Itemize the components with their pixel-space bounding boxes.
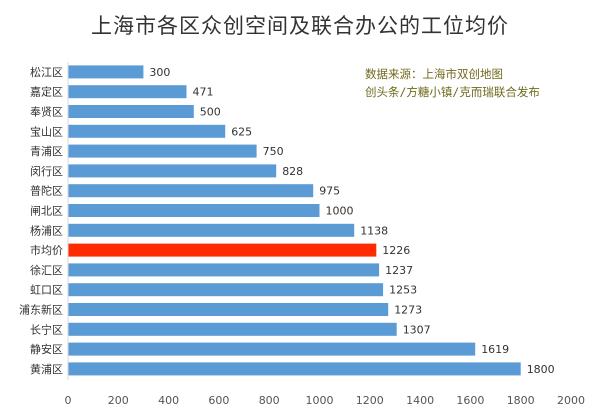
value-label: 750 [263,145,284,158]
category-label: 奉贤区 [30,105,63,119]
category-label: 宝山区 [30,124,63,138]
value-label: 1800 [527,363,555,376]
bar [68,184,314,198]
bar [68,105,194,118]
category-label: 嘉定区 [30,85,63,99]
bar [68,342,476,356]
category-label: 青浦区 [30,145,63,158]
x-tick-label: 1000 [306,394,334,407]
bar [68,164,277,178]
bar-average [68,243,377,257]
category-label: 静安区 [30,342,63,356]
x-tick-label: 1400 [406,394,434,407]
x-axis-ticks: 0 200 400 600 800 1000 1200 1400 1600 1800 2000 [65,394,586,407]
category-label: 徐汇区 [30,263,63,277]
bar [68,303,389,316]
category-label: 市均价 [30,243,63,257]
category-label: 闸北区 [30,205,63,218]
bar [68,144,257,158]
bars-layer [68,65,521,376]
bar [68,322,397,336]
value-label: 300 [149,66,170,79]
category-label: 长宁区 [30,322,63,336]
value-label: 1619 [481,343,509,356]
x-tick-label: 400 [158,394,179,407]
x-tick-label: 1600 [456,394,484,407]
value-label: 1253 [389,284,417,297]
bar [68,124,226,138]
chart-title: 上海市各区众创空间及联合办公的工位均价 [91,14,509,38]
value-label: 1000 [326,205,354,218]
value-label: 828 [282,165,303,178]
value-label: 471 [193,86,214,99]
x-tick-label: 800 [259,394,280,407]
bar [68,204,320,217]
data-source-publishers: 创头条/方糖小镇/克而瑞联合发布 [365,85,540,99]
value-label: 500 [200,106,221,119]
labels-layer: 松江区 300 嘉定区 471 奉贤区 500 宝山区 625 青浦区 750 闵行区 828 普陀区 9… [19,65,555,376]
value-label: 975 [319,185,340,198]
category-label: 黄浦区 [30,362,63,376]
bar [68,65,144,79]
x-tick-label: 2000 [557,394,585,407]
category-label: 虹口区 [30,284,63,297]
value-label: 1138 [360,224,388,237]
value-label: 1237 [385,264,413,277]
bar [68,223,355,237]
category-label: 普陀区 [30,184,63,198]
x-tick-label: 0 [65,394,72,407]
category-label: 闵行区 [30,164,63,178]
x-tick-label: 600 [208,394,229,407]
value-label: 1226 [382,244,410,257]
category-label: 松江区 [30,65,63,79]
value-label: 1273 [394,304,422,317]
value-label: 1307 [403,323,431,336]
bar [68,85,187,99]
category-label: 浦东新区 [19,303,63,317]
bar [68,283,384,297]
bar [68,263,380,277]
x-tick-label: 200 [108,394,129,407]
data-source-note: 数据来源：上海市双创地图 [365,67,503,81]
bar [68,362,521,376]
x-tick-label: 1800 [507,394,535,407]
value-label: 625 [231,125,252,138]
x-tick-label: 1200 [356,394,384,407]
category-label: 杨浦区 [30,223,63,237]
